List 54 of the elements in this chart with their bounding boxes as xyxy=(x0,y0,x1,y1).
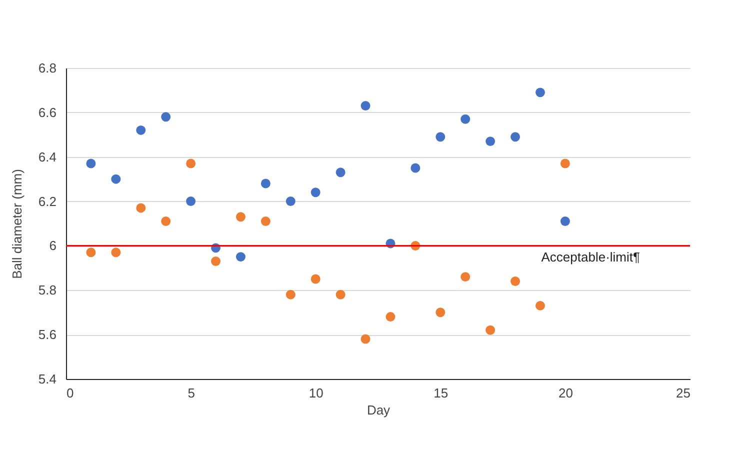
point xyxy=(136,203,146,213)
point xyxy=(336,290,346,300)
point xyxy=(310,274,320,284)
ref-line-label: Acceptable·limit¶ xyxy=(541,250,640,265)
x-tick-label: 0 xyxy=(66,386,74,400)
point xyxy=(286,290,296,300)
y-tick-label: 6.6 xyxy=(38,104,56,120)
point xyxy=(111,174,121,184)
point xyxy=(236,212,246,222)
point xyxy=(236,252,246,262)
y-tick-label: 6.8 xyxy=(38,60,56,76)
x-tick-label: 20 xyxy=(558,386,573,400)
point xyxy=(186,158,196,168)
point xyxy=(436,308,446,318)
point xyxy=(161,112,171,122)
point xyxy=(410,163,420,173)
x-axis-title: Day xyxy=(366,402,391,418)
point xyxy=(486,325,496,335)
y-tick-label: 6 xyxy=(49,238,56,254)
point xyxy=(486,136,496,146)
y-tick-label: 5.4 xyxy=(38,372,56,386)
point xyxy=(260,178,270,188)
x-tick-label: 15 xyxy=(434,386,448,400)
point xyxy=(260,216,270,226)
point xyxy=(86,158,96,168)
point xyxy=(460,272,470,282)
x-tick-label: 5 xyxy=(188,386,195,400)
y-tick-label: 5.6 xyxy=(38,327,56,342)
point xyxy=(535,88,545,98)
x-tick-label: 10 xyxy=(308,386,324,400)
point xyxy=(535,300,545,310)
point xyxy=(510,132,520,142)
point xyxy=(386,312,396,322)
point xyxy=(286,196,296,206)
point xyxy=(111,248,121,258)
y-tick-label: 6.4 xyxy=(38,149,56,164)
x-tick-label: 25 xyxy=(676,386,690,400)
y-tick-label: 5.8 xyxy=(38,282,56,298)
point xyxy=(161,216,171,226)
point xyxy=(86,248,96,258)
y-axis-title: Ball diameter (mm) xyxy=(9,169,24,279)
point xyxy=(560,158,570,168)
point xyxy=(310,188,320,198)
point xyxy=(186,196,196,206)
point xyxy=(510,276,520,286)
point xyxy=(360,334,370,344)
point xyxy=(460,114,470,124)
point xyxy=(360,101,370,110)
point xyxy=(336,168,346,178)
y-tick-label: 6.2 xyxy=(38,194,56,209)
point xyxy=(136,125,146,135)
point xyxy=(436,132,446,142)
point xyxy=(211,256,221,266)
point xyxy=(560,216,570,226)
